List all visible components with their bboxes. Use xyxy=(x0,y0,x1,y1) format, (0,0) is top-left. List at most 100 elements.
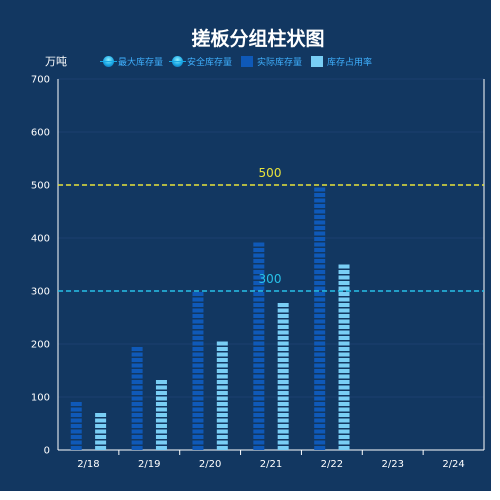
x-tick-label: 2/18 xyxy=(77,459,99,470)
bar-segment xyxy=(216,413,228,417)
bar-segment xyxy=(338,413,350,417)
legend-item[interactable]: 实际库存量 xyxy=(241,55,302,68)
y-tick-label-left: 200 xyxy=(31,340,50,351)
y-tick-label-left: 400 xyxy=(31,234,50,245)
bar-segment xyxy=(253,341,265,346)
bar-segment xyxy=(314,396,326,401)
bar-segment xyxy=(192,308,204,313)
bar-segment xyxy=(277,363,289,368)
bar-segment xyxy=(216,440,228,445)
bar-segment xyxy=(192,413,204,417)
bar-segment xyxy=(277,303,289,307)
bar-segment xyxy=(314,275,326,280)
bar-segment xyxy=(192,325,204,329)
bar-segment xyxy=(253,330,265,335)
bar-segment xyxy=(314,380,326,384)
bar-segment xyxy=(314,303,326,307)
bar-segment xyxy=(253,380,265,384)
legend-label: 安全库存量 xyxy=(187,58,233,68)
bar-segment xyxy=(338,391,350,395)
bar-segment xyxy=(277,341,289,346)
bar-segment xyxy=(192,429,204,434)
bar-segment xyxy=(95,413,107,417)
bar-segment xyxy=(216,396,228,401)
bar-segment xyxy=(216,385,228,390)
bar-segment xyxy=(338,352,350,357)
bar-segment xyxy=(253,385,265,390)
bar-inventory-rate xyxy=(95,413,107,450)
bar-segment xyxy=(192,440,204,445)
bar-segment xyxy=(314,402,326,406)
bar-segment xyxy=(314,198,326,203)
bar-segment xyxy=(277,418,289,423)
bar-segment xyxy=(131,413,143,417)
legend-item[interactable]: 安全库存量 xyxy=(169,55,233,68)
legend: 最大库存量 安全库存量 实际库存量 库存占用率 xyxy=(100,55,372,68)
x-tick-label: 2/21 xyxy=(260,459,282,470)
bar-segment xyxy=(253,242,265,247)
bar-segment xyxy=(253,314,265,318)
bar-segment xyxy=(338,374,350,379)
bar-segment xyxy=(314,209,326,214)
x-tick-label: 2/22 xyxy=(321,459,343,470)
bar-segment xyxy=(277,308,289,313)
bar-segment xyxy=(338,440,350,445)
legend-marker xyxy=(311,56,324,67)
bar-segment xyxy=(338,407,350,412)
bar-segment xyxy=(277,446,289,450)
bar-segment xyxy=(314,435,326,439)
bar-segment xyxy=(338,435,350,439)
bar-segment xyxy=(131,369,143,373)
bar-segment xyxy=(131,396,143,401)
bar-segment xyxy=(192,402,204,406)
bar-segment xyxy=(277,336,289,340)
bar-segment xyxy=(338,325,350,329)
bar-segment xyxy=(216,391,228,395)
bar-segment xyxy=(216,380,228,384)
bar-segment xyxy=(192,385,204,390)
legend-label: 最大库存量 xyxy=(118,58,164,68)
bar-segment xyxy=(314,297,326,302)
bar-segment xyxy=(131,424,143,428)
bar-segment xyxy=(314,226,326,230)
bar-segment xyxy=(216,369,228,373)
x-tick-label: 2/23 xyxy=(381,459,403,470)
bar-segment xyxy=(338,418,350,423)
bar-segment xyxy=(253,446,265,450)
bar-segment xyxy=(277,407,289,412)
legend-label: 实际库存量 xyxy=(257,58,303,68)
bar-segment xyxy=(192,330,204,335)
bar-segment xyxy=(314,242,326,247)
legend-item[interactable]: 最大库存量 xyxy=(100,55,164,68)
bar-segment xyxy=(277,385,289,390)
bar-segment xyxy=(338,264,350,269)
bar-segment xyxy=(338,303,350,307)
bar-segment xyxy=(314,330,326,335)
bar-segment xyxy=(338,446,350,450)
bar-actual-inventory xyxy=(70,402,82,450)
bar-segment xyxy=(253,275,265,280)
bar-segment xyxy=(277,369,289,373)
bar-segment xyxy=(131,385,143,390)
bar-segment xyxy=(314,292,326,296)
bar-actual-inventory xyxy=(253,242,265,450)
bar-segment xyxy=(70,418,82,423)
bar-segment xyxy=(131,446,143,450)
bar-segment xyxy=(314,286,326,291)
bar-segment xyxy=(192,363,204,368)
bar-segment xyxy=(131,352,143,357)
bar-segment xyxy=(70,446,82,450)
bar-segment xyxy=(131,435,143,439)
chart-title: 搓板分组柱状图 xyxy=(191,28,325,50)
bar-segment xyxy=(314,319,326,324)
bar-segment xyxy=(338,297,350,302)
bar-segment xyxy=(338,363,350,368)
legend-item[interactable]: 库存占用率 xyxy=(311,55,372,68)
bar-segment xyxy=(131,363,143,368)
bar-segment xyxy=(192,292,204,296)
bar-segment xyxy=(95,446,107,450)
bar-segment xyxy=(277,314,289,318)
bar-segment xyxy=(338,429,350,434)
bar-segment xyxy=(314,424,326,428)
bar-segment xyxy=(192,352,204,357)
